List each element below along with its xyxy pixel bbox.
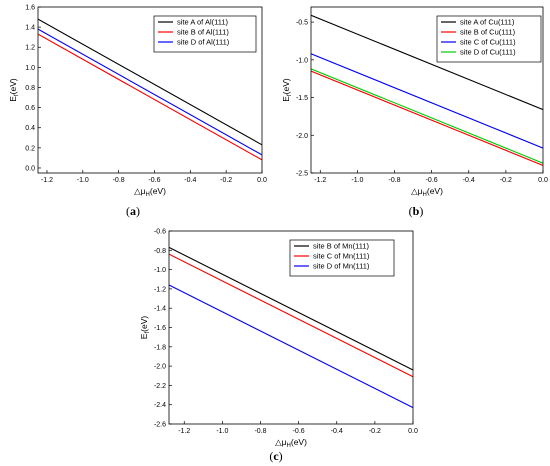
legend-label-2: site B of Al(111) [177,28,229,37]
y-tick-label: -1.8 [154,344,166,351]
panel-caption: (b) [409,204,424,218]
y-tick-label: -1.6 [154,325,166,332]
x-tick-label: -0.6 [148,177,160,184]
series-line-2 [169,253,413,378]
y-tick-label: -2.5 [296,171,308,178]
x-tick-label: -1.2 [41,177,53,184]
y-tick-label: -2.0 [296,133,308,140]
x-tick-label: -1.0 [77,177,89,184]
series-line-4 [311,68,543,164]
legend-label-3: site C of Cu(111) [460,38,516,47]
x-tick-label: 0.0 [257,177,267,184]
panel-caption: (c) [269,449,282,463]
x-tick-label: -1.2 [178,428,190,435]
y-tick-label: 1.6 [25,5,35,12]
y-tick-label: -0.6 [154,229,166,236]
legend-label-3: site D of Al(111) [177,38,230,47]
panel-caption: (a) [126,204,140,218]
y-tick-label: -1.4 [154,306,166,313]
legend-label-1: site A of Cu(111) [460,18,515,27]
series-line-2 [311,70,543,166]
y-tick-label: -1.5 [296,95,308,102]
chart-panel-a: -1.2 -1.0 -0.8 -0.6 -0.4 -0.2 0.0 0.0 0.2 0.4 0.6 0… [8,5,267,219]
series-line-3 [169,284,413,409]
x-tick-label: 0.0 [408,428,418,435]
x-axis-label: △μH(eV) [411,186,443,198]
legend-label-3: site D of Mn(111) [313,262,370,271]
x-tick-label: 0.0 [538,177,548,184]
legend: site A of Cu(111)site B of Cu(111)site C… [436,15,542,63]
series-line-1 [169,246,413,371]
x-tick-label: -0.6 [426,177,438,184]
y-tick-label: 0.4 [25,125,35,132]
y-tick-label: 1.2 [25,45,35,52]
x-tick-label: -0.2 [220,177,232,184]
y-tick-label: -0.5 [296,20,308,27]
series-line-3 [38,28,262,156]
legend: site B of Mn(111)site C of Mn(111)site D… [289,239,395,277]
y-tick-label: 1.0 [25,65,35,72]
y-tick-label: 1.4 [25,25,35,32]
series-line-1 [311,14,543,111]
y-tick-label: -1.0 [154,267,166,274]
plot-frame [310,6,544,174]
x-axis-label: △μH(eV) [134,186,166,198]
y-tick-label: -2.6 [154,422,166,429]
y-tick-label: 0.0 [25,165,35,172]
x-tick-label: -0.8 [388,177,400,184]
legend-box [436,15,542,63]
legend-label-4: site D of Cu(111) [460,48,516,57]
y-axis-label: Ef(eV) [281,78,293,102]
x-tick-label: -1.0 [216,428,228,435]
series-line-1 [38,18,262,146]
legend-label-1: site A of Al(111) [177,18,229,27]
y-tick-label: 0.6 [25,105,35,112]
x-tick-label: -1.2 [314,177,326,184]
y-tick-label: -2.0 [154,364,166,371]
x-tick-label: -0.2 [369,428,381,435]
legend-label-2: site B of Cu(111) [460,28,516,37]
y-axis-label: Ef(eV) [8,78,20,102]
x-tick-label: -0.4 [184,177,196,184]
y-tick-label: -0.8 [154,248,166,255]
chart-panel-c: -1.2 -1.0 -0.8 -0.6 -0.4 -0.2 0.0 -2.6 -2.4 -2.2 -… [139,229,418,464]
y-tick-label: -1.0 [296,57,308,64]
y-tick-label: -1.2 [154,286,166,293]
x-tick-label: -0.6 [293,428,305,435]
y-tick-label: 0.2 [25,145,35,152]
legend-label-1: site B of Mn(111) [313,242,369,251]
series-line-3 [311,53,543,149]
x-tick-label: -1.0 [351,177,363,184]
y-axis-label: Ef(eV) [139,316,151,340]
x-tick-label: -0.4 [463,177,475,184]
y-tick-label: -2.2 [154,383,166,390]
x-tick-label: -0.8 [113,177,125,184]
plot-frame [37,6,263,174]
x-tick-label: -0.8 [254,428,266,435]
x-tick-label: -0.2 [500,177,512,184]
series-line-2 [38,33,262,161]
x-tick-label: -0.4 [331,428,343,435]
chart-panel-b: -1.2 -1.0 -0.8 -0.6 -0.4 -0.2 0.0 -2.5 -2.0 -1.5 -… [281,6,548,218]
legend: site A of Al(111)site B of Al(111)site D… [153,15,257,53]
x-axis-label: △μH(eV) [275,437,307,449]
y-tick-label: 0.8 [25,85,35,92]
legend-label-2: site C of Mn(111) [313,252,370,261]
y-tick-label: -2.4 [154,402,166,409]
